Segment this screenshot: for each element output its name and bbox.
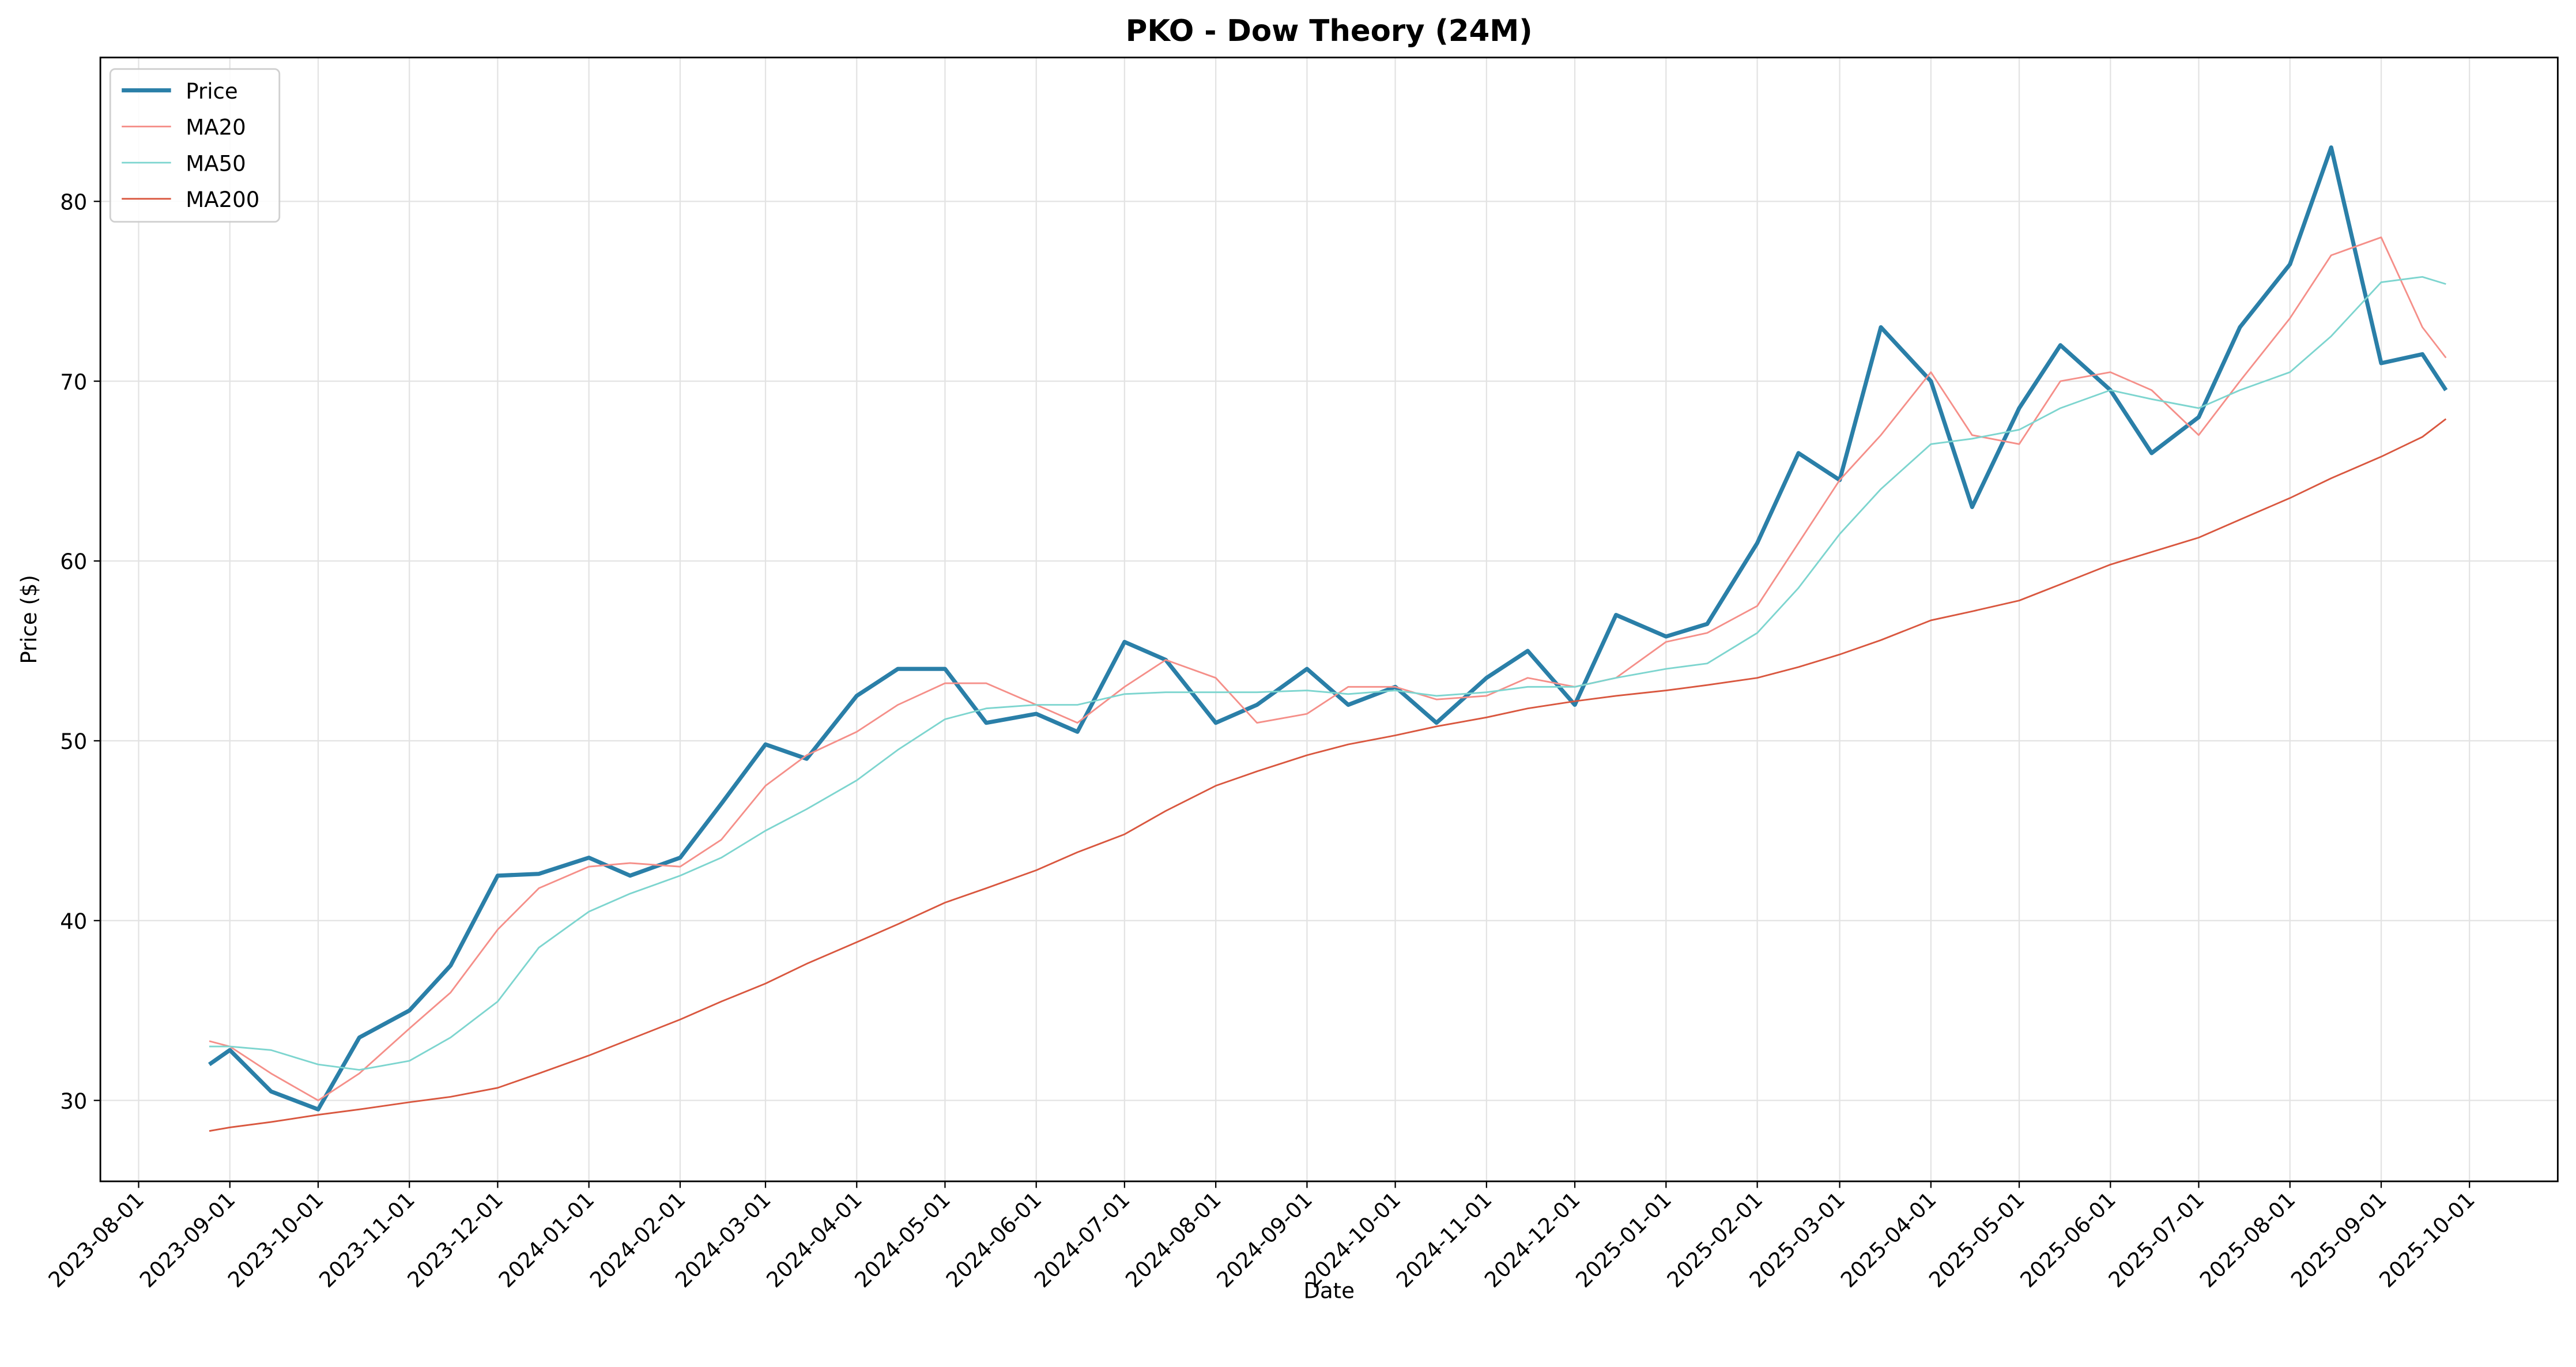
y-tick-label: 30 xyxy=(60,1089,87,1114)
x-axis-label: Date xyxy=(1303,1278,1355,1303)
legend-label: MA20 xyxy=(186,115,246,140)
legend-box xyxy=(109,68,281,223)
series-line xyxy=(209,418,2447,1132)
chart-title: PKO - Dow Theory (24M) xyxy=(1126,14,1533,48)
y-tick-label: 40 xyxy=(60,909,87,934)
y-axis-label: Price ($) xyxy=(17,575,42,664)
plot-frame xyxy=(99,57,2559,1183)
y-tick-label: 60 xyxy=(60,549,87,574)
legend-label: MA50 xyxy=(186,151,246,176)
y-tick-label: 80 xyxy=(60,190,87,214)
series-line xyxy=(209,236,2447,1102)
series-line xyxy=(208,145,2448,1112)
legend-label: Price xyxy=(186,79,237,104)
legend-label: MA200 xyxy=(186,187,259,212)
series-line xyxy=(209,276,2446,1071)
y-tick-label: 70 xyxy=(60,370,87,394)
y-tick-label: 50 xyxy=(60,729,87,754)
